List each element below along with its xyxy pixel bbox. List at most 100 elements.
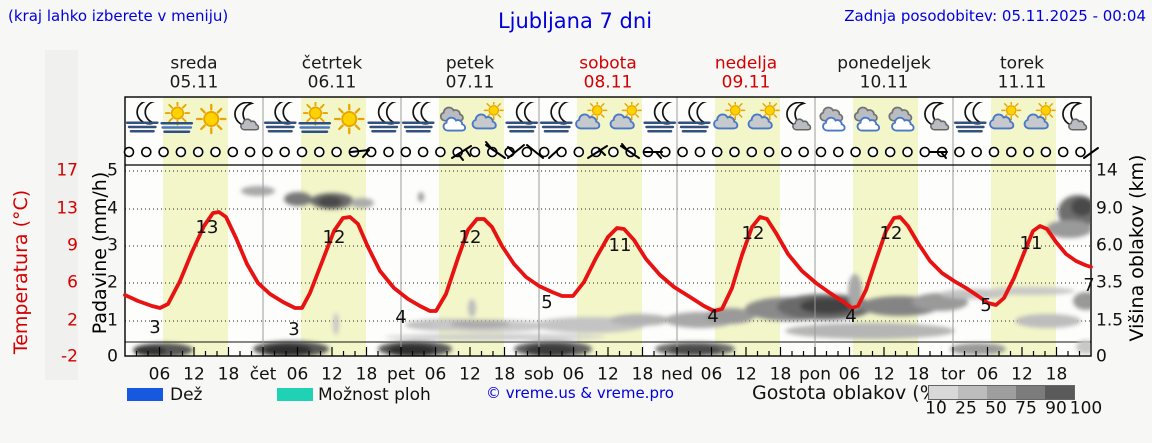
day-abbr-label: ned — [660, 364, 694, 385]
density-tick-label: 50 — [985, 398, 1007, 419]
cloud-blob — [134, 346, 166, 356]
wind-calm-circle — [175, 146, 187, 158]
cloud-blob — [985, 287, 1075, 295]
wind-calm-circle — [677, 146, 688, 158]
day-abbr-label: pet — [387, 364, 415, 385]
hour-label: 12 — [1011, 364, 1033, 385]
density-bar-segment — [1016, 386, 1045, 399]
day-abbr-label: tor — [940, 364, 966, 385]
wind-barb — [458, 154, 464, 161]
hour-label: 12 — [735, 364, 757, 385]
wind-barb — [485, 141, 492, 149]
cloud-tick-label: 14 — [1096, 160, 1118, 181]
copyright-link[interactable]: © vreme.us & vreme.pro — [486, 384, 674, 402]
hour-label: 18 — [631, 364, 654, 385]
wind-calm-circle — [988, 146, 1000, 158]
wind-calm-circle — [158, 146, 169, 158]
cloud-blob — [318, 196, 342, 208]
hour-label: 18 — [1045, 364, 1068, 385]
wind-barb — [362, 149, 370, 158]
wind-barb — [940, 151, 947, 159]
cloud-tick-label: 6.0 — [1096, 235, 1124, 256]
hour-label: 18 — [355, 364, 378, 385]
temp-value-label: 11 — [1019, 233, 1043, 254]
daytime-band — [577, 97, 642, 356]
cloud-tick-label: 9.0 — [1096, 198, 1124, 219]
temp-value-label: 3 — [149, 317, 161, 338]
cloud-blob — [284, 192, 312, 206]
sun-icon — [195, 103, 227, 135]
precip-tick-label: 4 — [107, 198, 118, 219]
wind-calm-circle — [141, 146, 152, 158]
density-bar-segment — [987, 386, 1016, 399]
wind-calm-circle — [1005, 146, 1017, 158]
wind-calm-circle — [1040, 146, 1052, 158]
wind-calm-circle — [296, 146, 308, 158]
wind-calm-circle — [798, 146, 810, 158]
daytime-band — [301, 97, 366, 356]
day-name: petek — [445, 53, 495, 74]
wind-barb — [1083, 147, 1099, 159]
wind-barb — [548, 147, 561, 159]
showers-legend-label: Možnost ploh — [318, 385, 431, 405]
cloud-tick-label: 3.5 — [1096, 272, 1124, 293]
cloud-blob — [450, 320, 510, 328]
temp-value-label: 3 — [288, 319, 300, 340]
wind-calm-circle — [383, 146, 394, 158]
hour-label: 06 — [700, 364, 723, 385]
page-title: Ljubljana 7 dni — [497, 9, 653, 33]
cloud-tick-label: 0 — [1096, 346, 1107, 367]
wind-calm-circle — [867, 146, 879, 158]
hour-label: 12 — [873, 364, 895, 385]
cloud-blob — [610, 314, 670, 326]
precip-tick-label: 0 — [107, 346, 118, 367]
cloud-blob — [418, 192, 424, 202]
day-date: 05.11 — [169, 72, 219, 93]
cloud-blob — [264, 344, 312, 356]
wind-calm-circle — [850, 146, 861, 158]
hour-label: 06 — [286, 364, 309, 385]
showers-legend-swatch — [277, 388, 313, 401]
wind-calm-circle — [1057, 146, 1069, 158]
cloud-density-shading — [133, 186, 1090, 356]
wind-calm-circle — [746, 146, 758, 158]
wind-calm-circle — [781, 146, 792, 158]
temp-value-label: 12 — [879, 223, 903, 244]
hour-label: 12 — [597, 364, 619, 385]
cloud-blob — [669, 345, 721, 355]
temperature-curve-line — [123, 210, 1093, 313]
day-abbr-label: čet — [249, 364, 277, 385]
hour-label: 18 — [493, 364, 516, 385]
precip-tick-label: 3 — [107, 235, 118, 256]
wind-calm-circle — [954, 146, 965, 158]
density-tick-label: 75 — [1015, 398, 1037, 419]
wind-calm-circle — [192, 146, 204, 158]
wind-barb — [526, 144, 544, 159]
cloud-density-colorbar — [928, 385, 1075, 400]
density-tick-label: 100 — [1069, 398, 1103, 419]
wind-barb — [465, 149, 471, 157]
temp-value-label: 4 — [395, 307, 407, 328]
hour-label: 12 — [183, 364, 205, 385]
wind-barb — [598, 148, 606, 156]
wind-calm-circle — [884, 146, 896, 158]
hour-label: 18 — [769, 364, 792, 385]
density-bar-segment — [958, 386, 987, 399]
wind-calm-circle — [469, 146, 481, 158]
cloud-tick-label: 1.5 — [1096, 310, 1124, 331]
day-date: 06.11 — [307, 72, 357, 93]
wind-barb — [507, 144, 525, 159]
temperature-curve — [123, 210, 1093, 313]
temp-value-label: 12 — [458, 227, 482, 248]
day-name: sobota — [579, 53, 637, 74]
temp-value-label: 4 — [845, 306, 857, 327]
cloud-blob — [350, 198, 374, 208]
hour-label: 12 — [459, 364, 481, 385]
wind-calm-circle — [919, 146, 931, 158]
wind-calm-circle — [331, 146, 342, 158]
cloud-blob — [785, 323, 955, 339]
temp-tick-label: 9 — [67, 235, 78, 256]
day-date: 08.11 — [583, 72, 633, 93]
precip-tick-label: 5 — [107, 160, 118, 181]
